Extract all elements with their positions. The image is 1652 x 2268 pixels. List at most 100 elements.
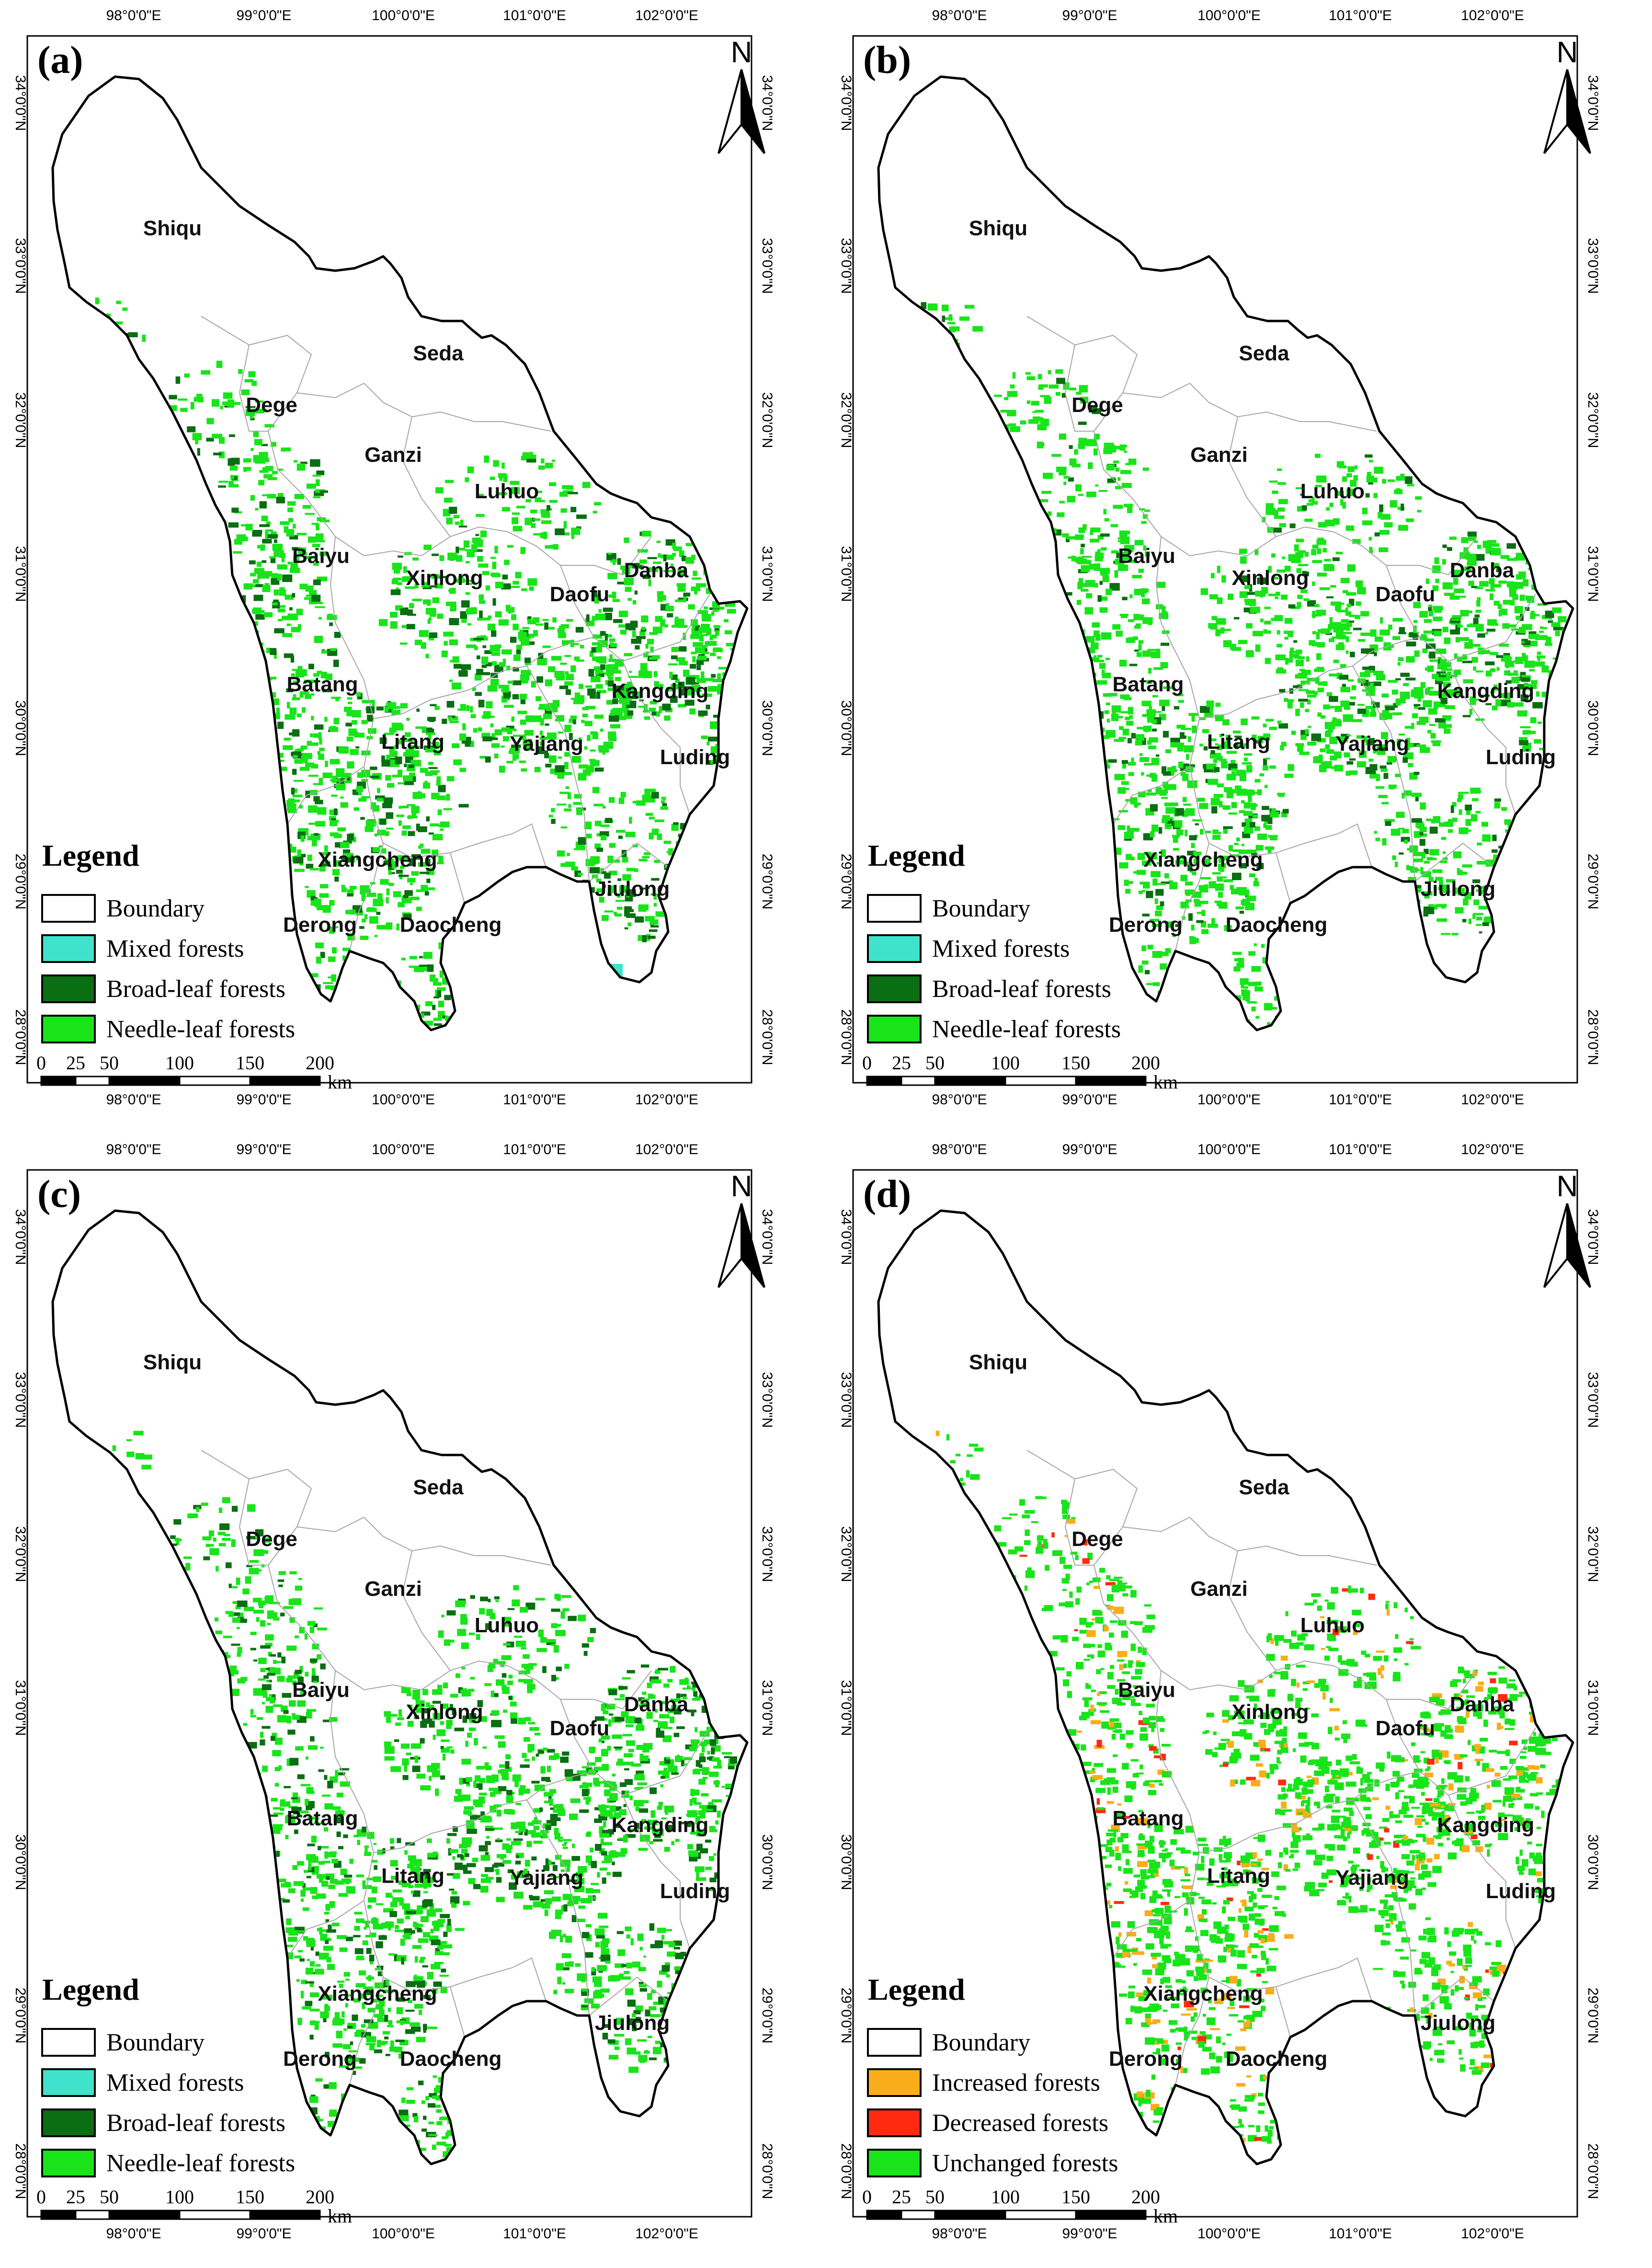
lon-label-top-1: 99°0'0"E	[1062, 1142, 1117, 1157]
lon-label-top-0: 98°0'0"E	[106, 1142, 161, 1157]
lat-label-right-0: 34°0'0"N	[1585, 75, 1601, 131]
county-label-batang: Batang	[1112, 673, 1184, 696]
county-label-derong: Derong	[1109, 913, 1183, 937]
lat-label-right-5: 29°0'0"N	[759, 854, 775, 910]
legend-title: Legend	[868, 1972, 965, 2006]
county-border-14	[287, 1900, 365, 1959]
legend-swatch-3	[41, 1015, 96, 1043]
lat-label-left-1: 33°0'0"N	[12, 238, 28, 294]
map-panel-c: 98°0'0"E 98°0'0"E 99°0'0"E 99°0'0"E 100°0'0"…	[12, 1142, 775, 2242]
lat-label-right-1: 33°0'0"N	[1585, 238, 1601, 294]
legend-label-2: Decreased forests	[932, 2109, 1108, 2137]
county-label-danba: Danba	[624, 1693, 689, 1716]
county-border-6	[1155, 1670, 1200, 1853]
county-label-jiulong: Jiulong	[595, 2011, 670, 2035]
county-border-4	[1333, 531, 1478, 576]
north-arrow-icon: N	[718, 36, 765, 154]
lon-label-top-3: 101°0'0"E	[1329, 8, 1392, 23]
county-border-16	[1276, 1986, 1291, 2038]
county-border-15	[349, 843, 384, 951]
lon-label-bottom-2: 100°0'0"E	[1197, 1092, 1261, 1108]
lat-label-left-0: 34°0'0"N	[838, 75, 854, 131]
legend: Legend Boundary Mixed forests Broad-leaf fo…	[41, 1972, 295, 2177]
legend-label-3: Unchanged forests	[932, 2150, 1118, 2177]
county-label-derong: Derong	[1109, 2047, 1183, 2071]
county-label-daofu: Daofu	[1376, 1717, 1436, 1740]
scale-unit: km	[328, 1071, 352, 1093]
lat-label-left-0: 34°0'0"N	[12, 75, 28, 131]
county-label-seda: Seda	[1239, 1476, 1289, 1499]
lon-label-bottom-4: 102°0'0"E	[1461, 2226, 1524, 2242]
county-border-9	[526, 665, 590, 882]
forest-cover-layer	[909, 302, 1573, 1026]
lat-label-left-5: 29°0'0"N	[12, 1988, 28, 2044]
scale-tick-2: 50	[925, 1052, 945, 1074]
legend-swatch-1	[867, 2068, 922, 2097]
county-border-9	[1352, 665, 1415, 882]
county-label-luhuo: Luhuo	[475, 1614, 539, 1637]
lon-label-bottom-3: 101°0'0"E	[503, 1092, 566, 1108]
county-border-16	[450, 1986, 465, 2038]
scale-tick-4: 150	[236, 1052, 264, 1074]
county-label-dege: Dege	[1071, 1527, 1123, 1551]
lon-label-bottom-1: 99°0'0"E	[1062, 2226, 1117, 2242]
county-border-8	[1352, 1771, 1420, 1800]
lon-label-bottom-2: 100°0'0"E	[1197, 2226, 1261, 2242]
county-label-jiulong: Jiulong	[1421, 2011, 1495, 2035]
scale-tick-2: 50	[925, 2186, 945, 2208]
county-border-7	[373, 1799, 527, 1853]
county-label-xiangcheng: Xiangcheng	[1143, 1982, 1263, 2005]
legend-label-1: Mixed forests	[932, 935, 1070, 962]
county-label-seda: Seda	[413, 1476, 464, 1499]
legend-title: Legend	[868, 838, 965, 872]
county-label-danba: Danba	[1450, 1693, 1515, 1716]
lat-label-left-5: 29°0'0"N	[838, 1988, 854, 2044]
lon-label-top-4: 102°0'0"E	[635, 1142, 698, 1157]
scale-unit: km	[1153, 2205, 1178, 2227]
county-border-6	[1155, 536, 1200, 719]
county-border-16	[450, 852, 465, 904]
scale-tick-1: 25	[66, 2186, 85, 2208]
county-border-11	[1414, 1976, 1494, 2016]
svg-text:N: N	[731, 36, 752, 69]
county-border-10	[1448, 661, 1516, 815]
lon-label-top-0: 98°0'0"E	[932, 8, 987, 23]
lat-label-left-2: 32°0'0"N	[838, 1526, 854, 1582]
lat-label-right-1: 33°0'0"N	[1585, 1372, 1601, 1428]
county-label-ganzi: Ganzi	[365, 443, 422, 467]
county-border-15	[1175, 1977, 1209, 2085]
county-border-14	[287, 766, 365, 825]
county-border-6	[330, 536, 374, 719]
lon-label-top-3: 101°0'0"E	[1329, 1142, 1392, 1157]
county-label-baiyu: Baiyu	[292, 1678, 350, 1702]
county-label-seda: Seda	[413, 342, 464, 365]
legend-swatch-2	[867, 974, 922, 1003]
lat-label-left-4: 30°0'0"N	[12, 700, 28, 756]
lon-label-top-4: 102°0'0"E	[1461, 1142, 1524, 1157]
county-border-15	[1175, 843, 1209, 951]
lon-label-bottom-2: 100°0'0"E	[372, 1092, 435, 1108]
scale-tick-5: 200	[306, 2186, 334, 2208]
lon-label-bottom-2: 100°0'0"E	[372, 2226, 435, 2242]
scale-tick-1: 25	[892, 1052, 911, 1074]
legend-swatch-2	[867, 2108, 922, 2137]
county-border-13	[479, 1957, 547, 2002]
lat-label-right-0: 34°0'0"N	[1585, 1209, 1601, 1265]
region-boundary	[877, 75, 1574, 1031]
scale-tick-3: 100	[165, 2186, 194, 2208]
north-arrow-icon: N	[718, 1170, 765, 1288]
county-border-2	[267, 392, 336, 537]
lat-label-left-0: 34°0'0"N	[12, 1209, 28, 1265]
county-border-10	[622, 661, 690, 815]
legend-label-1: Mixed forests	[106, 935, 244, 962]
county-border-3	[1161, 1660, 1334, 1691]
county-border-4	[1333, 1665, 1478, 1710]
legend-swatch-3	[867, 2149, 922, 2177]
county-label-danba: Danba	[1450, 559, 1515, 582]
lon-label-top-1: 99°0'0"E	[1062, 8, 1117, 23]
legend: Legend Boundary Mixed forests Broad-leaf fo…	[41, 838, 295, 1043]
legend-label-0: Boundary	[932, 2029, 1030, 2056]
legend-swatch-2	[41, 974, 96, 1003]
scale-unit: km	[328, 2205, 352, 2227]
